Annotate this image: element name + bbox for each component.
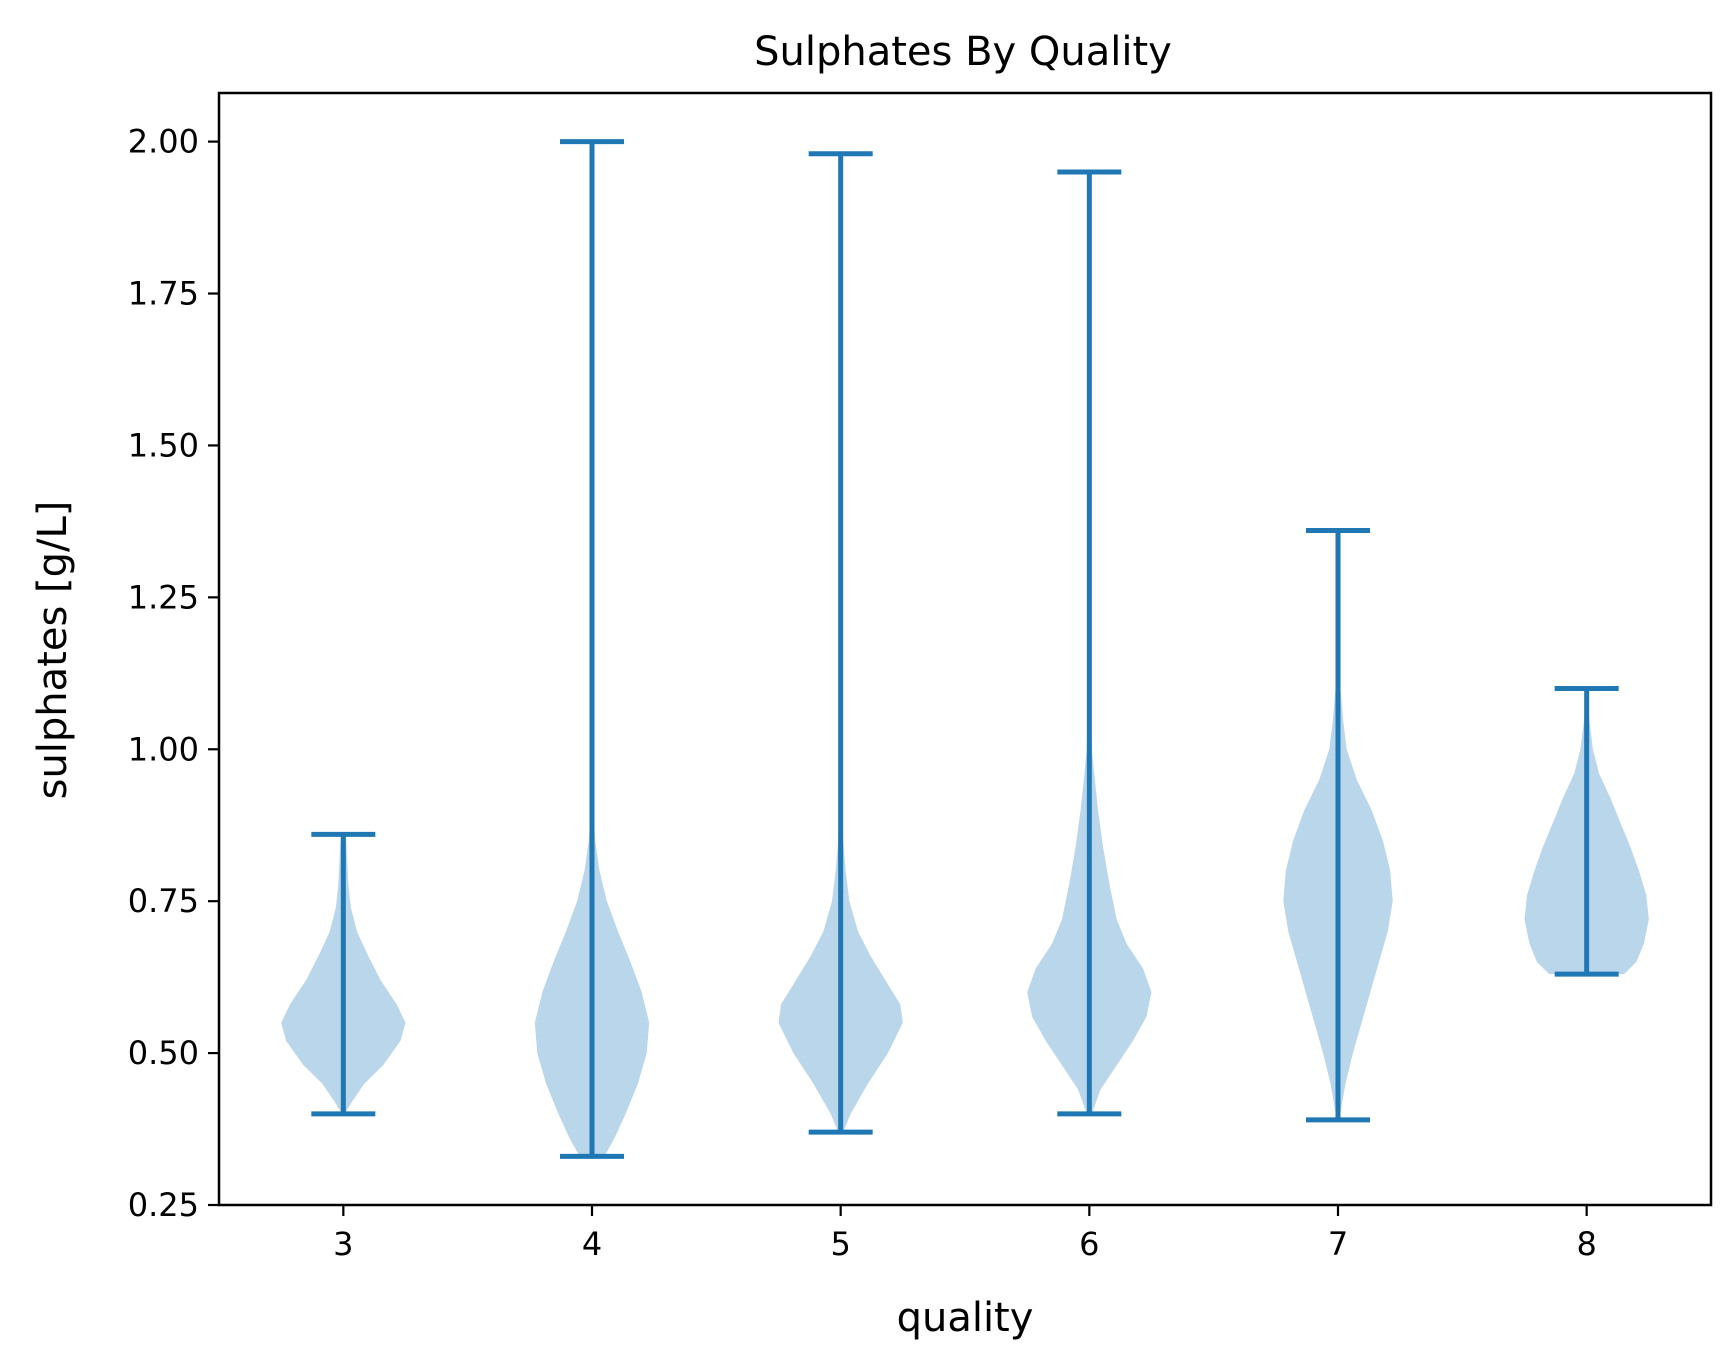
- y-tick-label: 0.50: [128, 1034, 199, 1072]
- y-tick-label: 0.75: [128, 882, 199, 920]
- x-tick-label: 5: [830, 1225, 850, 1263]
- y-tick-label: 1.50: [128, 426, 199, 464]
- x-tick-label: 4: [582, 1225, 602, 1263]
- chart-title: Sulphates By Quality: [754, 29, 1172, 75]
- violin-3: [281, 831, 406, 1117]
- y-axis-label: sulphates [g/L]: [30, 501, 76, 800]
- y-tick-label: 1.75: [128, 275, 199, 313]
- violin-5: [778, 151, 903, 1135]
- violin-layer: [281, 139, 1649, 1159]
- violin-8: [1524, 685, 1649, 977]
- y-tick-label: 2.00: [128, 123, 199, 161]
- x-tick-label: 3: [333, 1225, 353, 1263]
- x-tick-label: 6: [1079, 1225, 1099, 1263]
- tick-layer: 0.25 0.50 0.75 1.00 1.25 1.50 1.75 2.00 3 4 5 6 7 8: [128, 123, 1597, 1263]
- violin-6: [1027, 169, 1152, 1117]
- violin-4: [534, 139, 650, 1159]
- violin-7: [1283, 528, 1393, 1123]
- y-tick-label: 1.00: [128, 730, 199, 768]
- x-tick-label: 7: [1328, 1225, 1348, 1263]
- x-tick-label: 8: [1576, 1225, 1596, 1263]
- plot-frame: [217, 91, 1713, 1207]
- x-axis-label: quality: [897, 1295, 1034, 1341]
- y-tick-label: 0.25: [128, 1186, 199, 1224]
- y-tick-label: 1.25: [128, 578, 199, 616]
